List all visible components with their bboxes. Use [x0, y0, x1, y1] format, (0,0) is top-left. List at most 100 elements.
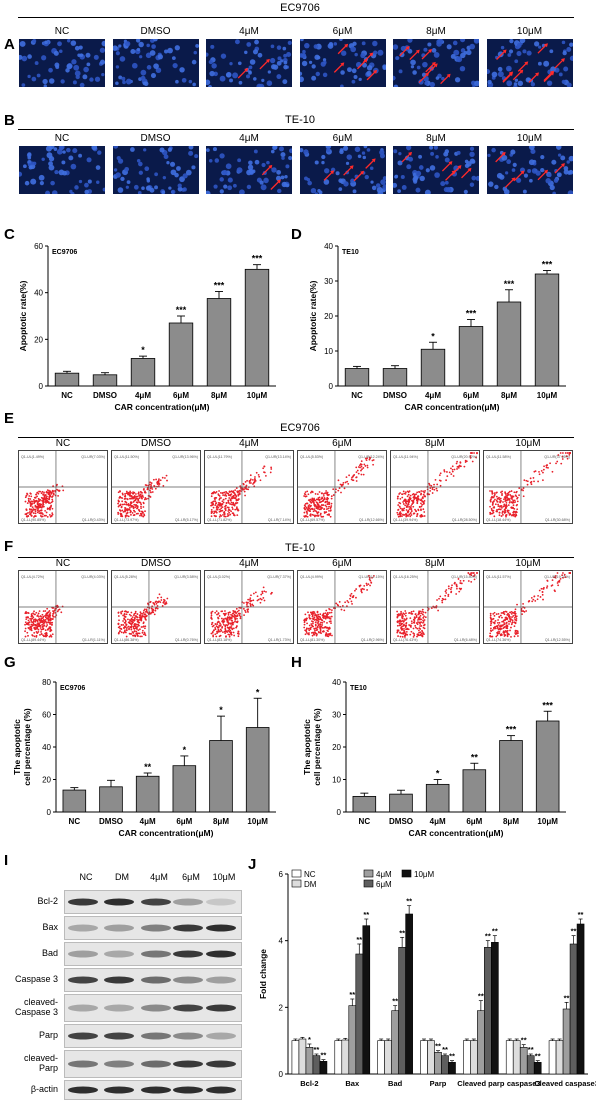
nucleus: [75, 74, 80, 80]
flow-event: [219, 622, 221, 625]
nucleus: [68, 155, 74, 161]
flow-event: [132, 627, 135, 630]
nucleus: [504, 171, 508, 175]
flow-event: [40, 492, 43, 495]
flow-event: [49, 491, 52, 494]
flow-event: [356, 469, 359, 472]
flow-event: [258, 475, 261, 478]
flow-event: [250, 594, 252, 597]
nucleus: [62, 150, 66, 154]
flow-event: [140, 505, 142, 508]
flow-event: [33, 635, 36, 638]
quadrant-label: Q1-UR(13.96%): [172, 455, 198, 459]
nucleus: [406, 164, 412, 170]
bar: [389, 793, 413, 813]
flow-event: [317, 511, 320, 514]
flow-event: [569, 452, 571, 454]
significance-mark: ***: [504, 279, 515, 289]
x-tick-label: NC: [359, 817, 371, 826]
y-tick-label: 60: [42, 711, 51, 720]
flow-event: [117, 502, 119, 505]
flow-event: [357, 472, 360, 475]
flow-event: [125, 628, 128, 630]
flow-event: [136, 618, 138, 621]
flow-event: [122, 631, 125, 634]
nucleus: [225, 163, 232, 170]
nucleus: [339, 84, 344, 87]
flow-event: [47, 611, 50, 614]
nucleus: [152, 63, 159, 69]
flow-event: [339, 483, 342, 486]
blot-lane-label: 10μM: [212, 872, 236, 882]
flow-event: [219, 634, 222, 637]
flow-event: [228, 628, 231, 631]
flow-event: [415, 614, 418, 617]
flow-event: [326, 622, 328, 624]
flow-event: [317, 618, 320, 621]
flow-plot-f-1: Q1-UL(5.28%) Q1-UR(3.58%) Q1-LL(86.38%) Q1-…: [111, 570, 201, 644]
flow-event: [404, 504, 407, 507]
flow-event: [538, 473, 541, 476]
flow-event: [41, 626, 44, 629]
nucleus: [561, 40, 565, 45]
nucleus: [523, 173, 528, 178]
flow-event: [503, 498, 505, 501]
flow-event: [502, 513, 504, 516]
blot-band: [141, 898, 171, 906]
flow-event: [503, 626, 506, 628]
nucleus: [119, 56, 125, 62]
nucleus: [353, 75, 358, 79]
nucleus: [427, 42, 432, 47]
flow-event: [354, 589, 356, 592]
flow-event: [318, 496, 321, 499]
flow-event: [24, 513, 27, 516]
flow-event: [34, 620, 37, 623]
flow-event: [309, 628, 312, 631]
flow-event: [34, 624, 37, 627]
nucleus: [567, 190, 573, 194]
nucleus: [282, 46, 287, 51]
flow-event: [234, 610, 237, 613]
flow-event: [230, 625, 233, 627]
flow-event: [418, 621, 421, 624]
blot-strip: [64, 1080, 242, 1100]
bar: [405, 913, 413, 1075]
red-arrow: [421, 49, 432, 60]
flow-event: [368, 458, 371, 461]
y-axis-label: cell percentage (%): [312, 708, 322, 786]
flow-event: [153, 613, 156, 616]
flow-event: [436, 489, 439, 492]
nucleus: [272, 146, 278, 151]
flow-event: [225, 504, 227, 507]
flow-event: [52, 618, 54, 620]
flow-event: [158, 478, 160, 481]
quadrant-label: Q1-UL(4.99%): [300, 575, 323, 579]
nucleus: [115, 51, 120, 56]
flow-event: [537, 594, 539, 597]
flow-event: [510, 610, 513, 613]
flow-event: [123, 621, 126, 624]
flow-event: [309, 505, 312, 508]
blot-band: [173, 976, 203, 984]
flow-event: [129, 511, 132, 514]
flow-event: [403, 629, 405, 632]
flow-event: [238, 609, 240, 612]
flow-event: [515, 513, 518, 516]
flow-event: [43, 624, 46, 627]
flow-event: [37, 628, 40, 631]
flow-event: [217, 617, 220, 620]
nucleus: [206, 79, 211, 86]
nucleus: [177, 186, 182, 192]
flow-event: [413, 498, 416, 501]
flow-event: [325, 632, 328, 634]
flow-event: [491, 618, 494, 621]
nucleus: [454, 77, 461, 83]
flow-event: [405, 505, 408, 508]
flow-event: [326, 612, 329, 615]
flow-event: [360, 588, 363, 591]
flow-event: [218, 615, 221, 617]
nucleus: [429, 81, 436, 87]
flow-event: [230, 616, 233, 619]
flow-event: [144, 625, 147, 628]
